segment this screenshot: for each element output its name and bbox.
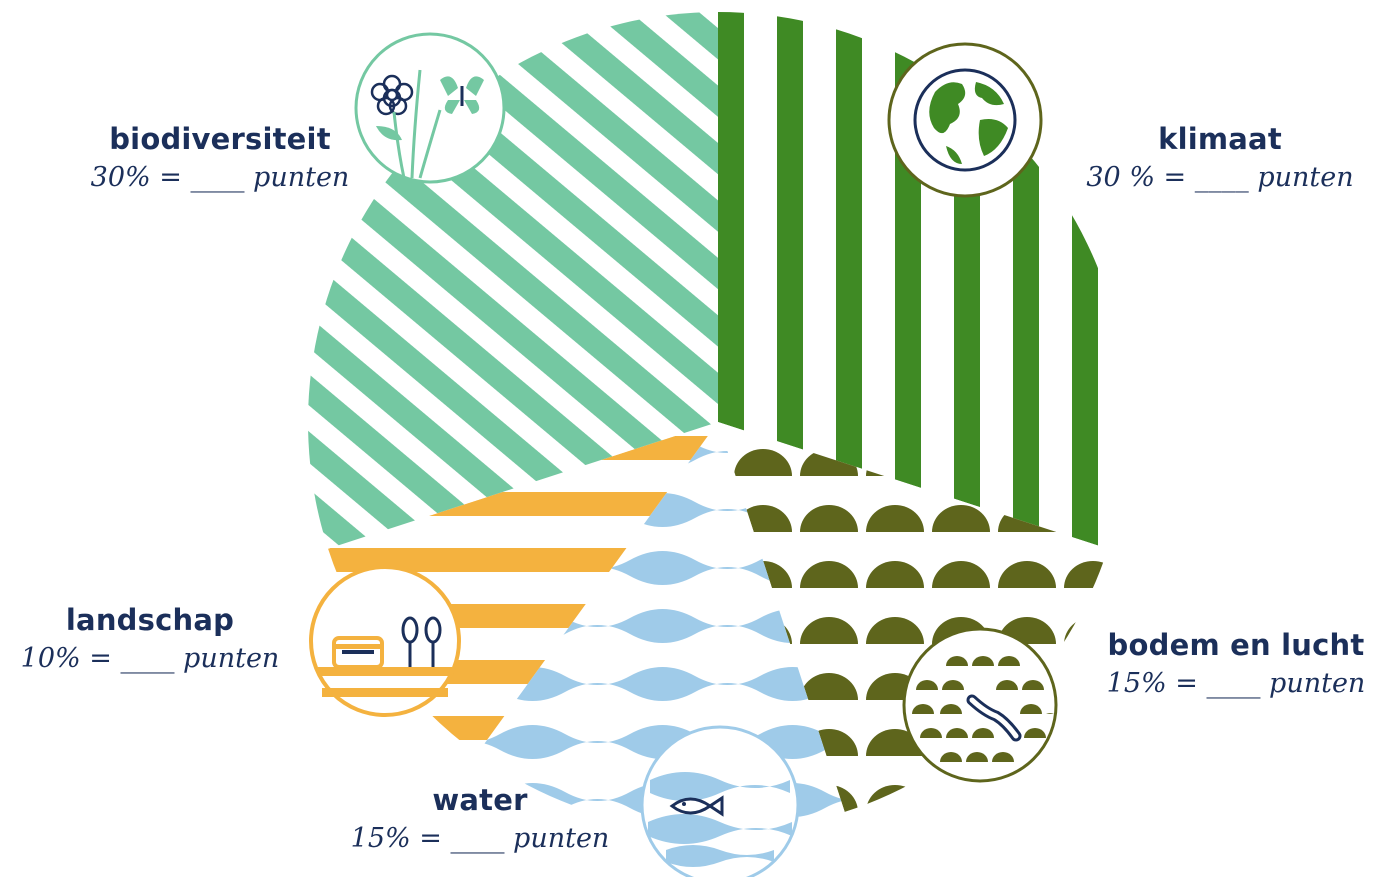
slice-name-landschap: landschap (65, 603, 235, 637)
label-bodem: bodem en lucht 15% = ____ punten (1092, 628, 1380, 699)
pie-slice-bodem (718, 422, 1108, 812)
slice-score-klimaat: 30 % = ____ punten (1086, 162, 1354, 193)
slice-score-biodiversiteit: 30% = ____ punten (90, 162, 350, 193)
slice-name-biodiversiteit: biodiversiteit (109, 122, 331, 156)
slice-score-bodem: 15% = ____ punten (1106, 668, 1366, 699)
slice-name-bodem: bodem en lucht (1107, 628, 1365, 662)
fish-icon (640, 725, 800, 877)
pie-slice-water (477, 422, 845, 832)
label-water: water 15% = ____ punten (320, 783, 640, 854)
slice-icons (309, 32, 1058, 877)
label-landschap: landschap 10% = ____ punten (0, 603, 300, 674)
slice-name-water: water (432, 783, 528, 817)
pie-slice-biodiversiteit (308, 12, 718, 549)
flower-butterfly-icon (354, 32, 506, 184)
slice-name-klimaat: klimaat (1158, 122, 1282, 156)
worm-icon (902, 627, 1058, 783)
label-klimaat: klimaat 30 % = ____ punten (1060, 122, 1380, 193)
label-biodiversiteit: biodiversiteit 30% = ____ punten (40, 122, 400, 193)
landscape-icon (309, 565, 461, 717)
pie-slice-klimaat (718, 12, 1129, 549)
slice-score-landschap: 10% = ____ punten (20, 643, 280, 674)
slice-score-water: 15% = ____ punten (350, 823, 610, 854)
globe-icon (887, 42, 1043, 198)
